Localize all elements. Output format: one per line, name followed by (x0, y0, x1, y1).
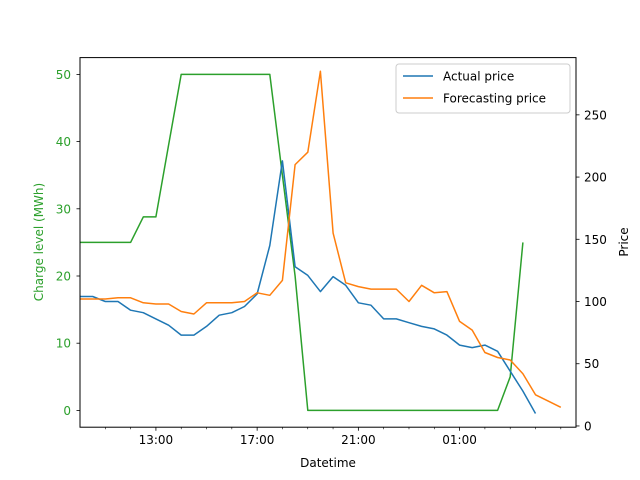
x-tick-label: 21:00 (341, 433, 376, 447)
legend-box (395, 63, 571, 114)
y-axis-label-right: Price (617, 227, 631, 256)
x-tick-label: 01:00 (442, 433, 477, 447)
legend-label-actual: Actual price (443, 70, 514, 84)
y-axis-left: 0 10 20 30 40 50 (56, 68, 80, 418)
x-axis-label: Datetime (300, 456, 356, 470)
legend-label-forecast: Forecasting price (443, 92, 546, 106)
y-right-tick-label: 100 (584, 295, 607, 309)
series-line-forecast (80, 70, 562, 408)
y-left-tick-label: 40 (56, 135, 71, 149)
y-left-tick-label: 50 (56, 68, 71, 82)
x-axis: 13:00 17:00 21:00 01:00 (105, 427, 562, 447)
y-right-tick-label: 50 (584, 357, 599, 371)
y-left-tick-label: 20 (56, 270, 71, 284)
x-tick-label: 13:00 (139, 433, 174, 447)
y-left-tick-label: 10 (56, 337, 71, 351)
series-line-charge (80, 73, 524, 412)
y-axis-right: 0 50 100 150 200 250 (576, 108, 607, 433)
y-right-tick-label: 150 (584, 233, 607, 247)
plot-frame (79, 57, 577, 428)
series-line-actual (80, 160, 537, 414)
legend: Actual price Forecasting price (395, 63, 571, 114)
y-right-tick-label: 0 (584, 419, 592, 433)
y-right-tick-label: 200 (584, 171, 607, 185)
y-axis-label-left: Charge level (MWh) (32, 183, 46, 301)
y-left-tick-label: 0 (63, 404, 71, 418)
plot-lines (80, 70, 562, 414)
y-left-tick-label: 30 (56, 202, 71, 216)
x-tick-label: 17:00 (240, 433, 275, 447)
y-right-tick-label: 250 (584, 108, 607, 122)
